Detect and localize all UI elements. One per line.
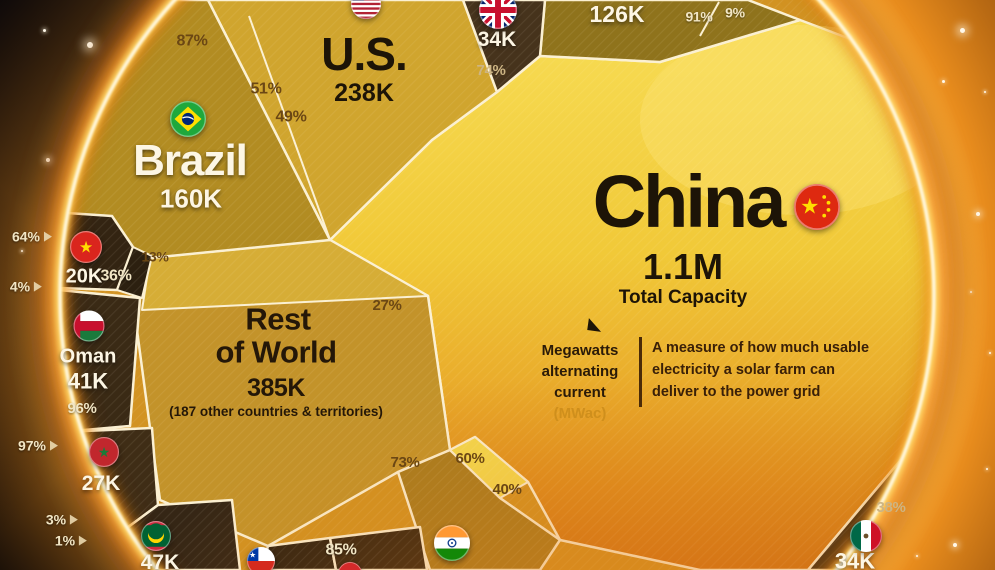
rest-of-world-note: (187 other countries & territories) [169,403,383,419]
edge-percent-64: 64% [12,229,53,245]
morocco-value: 27K [81,471,121,495]
percent-9: 9% [725,4,745,21]
percent-85: 85% [325,541,357,559]
star-icon [46,158,50,162]
star-icon [960,28,965,33]
us-label: U.S. [321,27,407,80]
unit-term: Megawatts alternating current (MWac) [530,340,630,424]
star-icon [942,80,945,83]
unit-term-line3: current (MWac) [553,384,607,422]
cell-126k-value: 126K [589,0,645,27]
star-icon [87,42,93,48]
lower-sun-wash [130,370,934,570]
uk-flag-icon [479,0,517,29]
unit-abbr: (MWac) [553,405,607,422]
unit-def-line3: deliver to the power grid [652,384,821,400]
pointer-triangle-icon [34,282,43,292]
percent-96: 96% [67,400,97,418]
uk-value: 34K [477,27,517,51]
percent-49: 49% [275,108,307,126]
oman-value: 41K [67,368,109,394]
mexico-value: 34K [834,548,876,570]
annotation-divider [639,337,642,407]
percent-60: 60% [455,450,485,468]
us-flag-icon [351,0,381,19]
brazil-label: Brazil [133,135,248,185]
pointer-triangle-icon [70,515,79,525]
star-icon [989,352,991,354]
pointer-triangle-icon [44,232,53,242]
rest-of-world-line1: Rest [245,301,311,337]
unit-def-line1: A measure of how much usable [652,340,870,356]
unit-term-line2: alternating [541,363,619,380]
oman-flag-icon [73,310,105,342]
rim-outer-glow [29,0,965,570]
vietnam-flag-icon: ★ [70,231,102,263]
star-icon [986,468,988,470]
edge-percent-4: 4% [10,279,43,295]
star-icon [916,555,918,557]
percent-87: 87% [176,32,208,50]
star-icon [21,250,23,252]
svg-text:★: ★ [800,194,819,219]
china-value: 1.1M [642,246,724,288]
india-flag-icon [434,525,470,561]
edge-percent-97: 97% [18,438,59,454]
brazil-flag-icon [170,101,206,137]
svg-text:★: ★ [249,551,256,560]
star-icon [953,543,957,547]
percent-27: 27% [372,297,402,315]
china-flag-icon: ★ [794,184,840,230]
brazil-value: 160K [159,183,223,214]
percent-91: 91% [685,8,713,25]
oman-label: Oman [59,345,117,368]
star-icon [976,212,980,216]
unit-definition: A measure of how much usable electricity… [652,337,869,403]
star-icon [43,29,46,32]
percent-38: 38% [876,499,906,517]
star-icon [984,91,986,93]
edge-percent-3: 3% [46,512,79,528]
edge-percent-1: 1% [55,533,88,549]
china-subtitle: Total Capacity [618,287,748,309]
red-flag-icon [338,562,362,570]
unit-def-line2: electricity a solar farm can [652,362,835,378]
rest-of-world-line2: of World [215,334,337,370]
vietnam-value: 20K [65,265,103,288]
unit-term-line1: Megawatts [541,342,619,359]
percent-74: 74% [476,62,506,80]
percent-73: 73% [390,454,420,472]
mexico-flag-icon [850,520,882,552]
svg-text:★: ★ [98,445,111,461]
pointer-triangle-icon [50,441,59,451]
chile-flag-icon: ★ [247,547,275,570]
svg-text:★: ★ [79,238,93,257]
percent-36: 36% [100,267,132,285]
percent-51: 51% [250,80,282,98]
pointer-triangle-icon [79,536,88,546]
percent-13: 13% [141,248,169,265]
us-value: 238K [334,78,394,107]
china-label: China [592,160,787,244]
mauritania-value: 47K [140,550,180,570]
percent-40: 40% [492,481,522,499]
rest-of-world-value: 385K [247,373,305,402]
pointer-arrow-icon [587,318,603,332]
morocco-flag-icon: ★ [89,437,119,467]
mauritania-flag-icon [141,521,171,551]
star-icon [970,291,972,293]
rim-bright-line [58,0,936,570]
